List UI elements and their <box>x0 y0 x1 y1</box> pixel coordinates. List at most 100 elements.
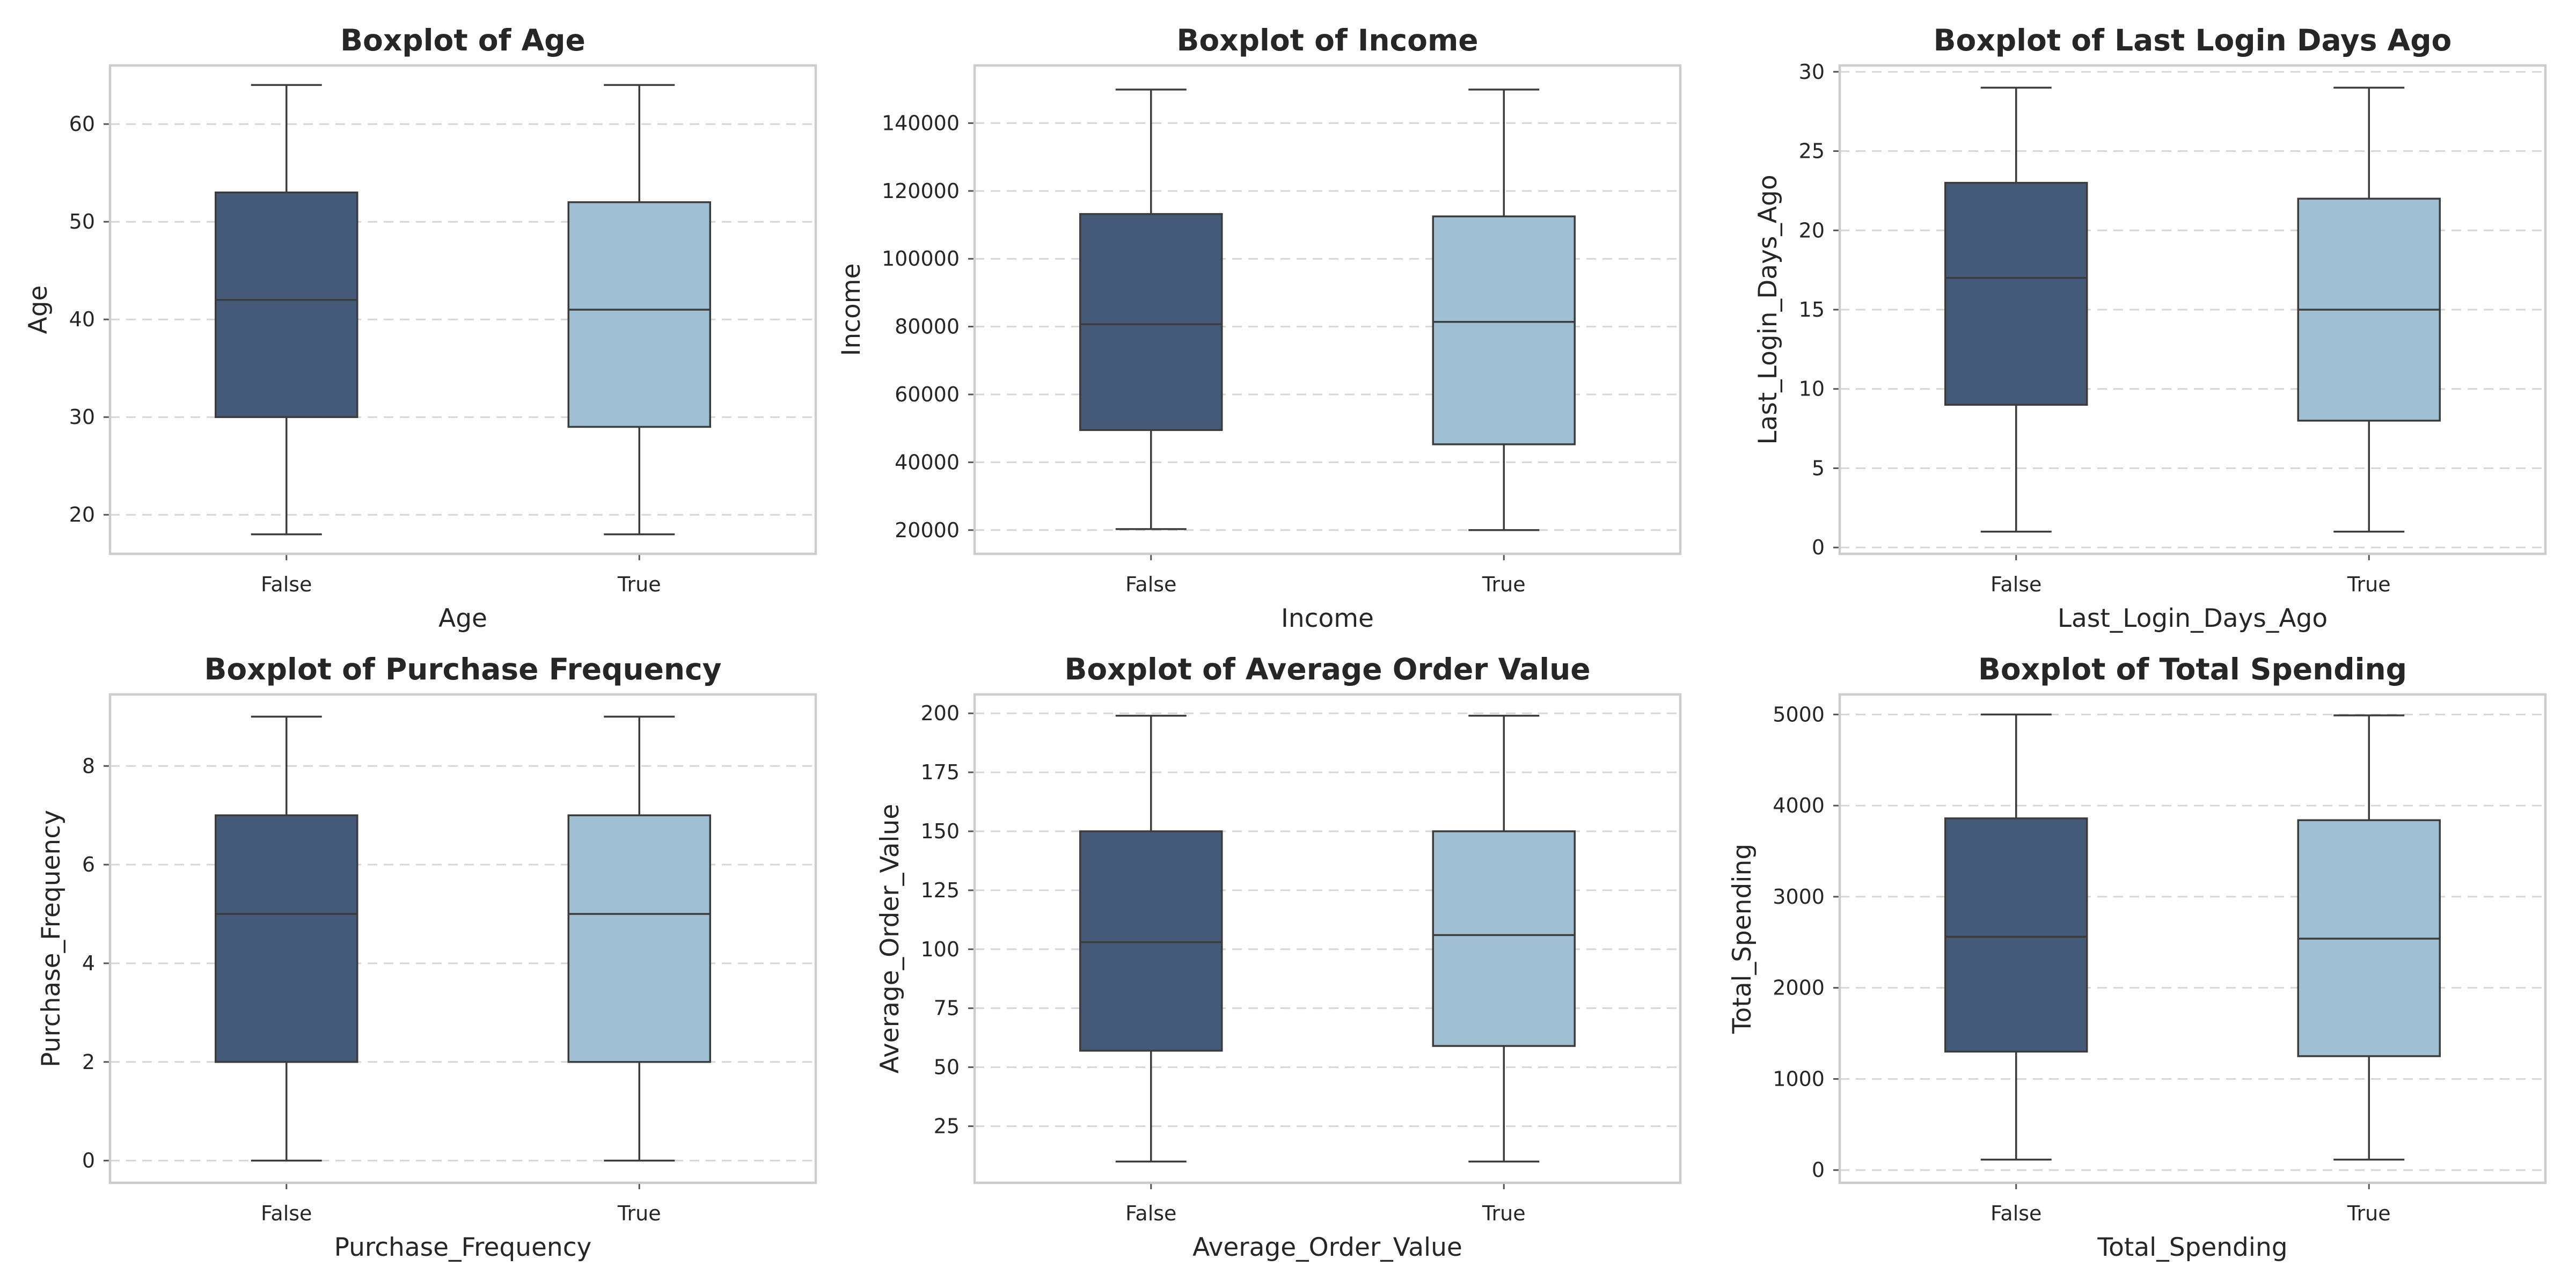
y-tick-label: 30 <box>1799 60 1825 84</box>
y-tick-label: 125 <box>920 879 960 902</box>
iqr-box <box>1944 181 2088 406</box>
x-tick-label: False <box>1990 1202 2041 1225</box>
chart-title: Boxplot of Average Order Value <box>1064 652 1590 686</box>
y-tick-label: 25 <box>1799 140 1825 163</box>
x-tick-label: True <box>1482 1202 1526 1225</box>
plot-frame <box>108 693 817 1184</box>
y-tick-label: 20000 <box>895 518 960 542</box>
y-tick-label: 50 <box>69 210 95 233</box>
box-true <box>567 715 711 1162</box>
chart-panel-6: 0 1000 2000 3000 4000 5000 False True Boxplot of… <box>1728 652 2547 1262</box>
y-tick-label: 40 <box>69 308 95 331</box>
iqr-box <box>1432 830 1576 1047</box>
x-axis-label: Average_Order_Value <box>1192 1233 1462 1262</box>
iqr-box <box>1079 213 1223 431</box>
y-axis-label: Purchase_Frequency <box>36 810 66 1067</box>
x-tick-label: False <box>261 1202 312 1225</box>
y-tick-label: 10 <box>1799 377 1825 401</box>
y-tick-label: 8 <box>82 754 95 778</box>
y-tick-label: 100 <box>920 938 960 961</box>
y-axis-label: Average_Order_Value <box>875 804 905 1074</box>
y-tick-label: 80000 <box>895 315 960 339</box>
box-false <box>1079 714 1223 1163</box>
x-axis-label: Purchase_Frequency <box>334 1233 592 1262</box>
y-tick-label: 50 <box>934 1056 960 1079</box>
box-false <box>215 84 358 536</box>
x-tick-label: True <box>2347 1202 2391 1225</box>
y-tick-label: 25 <box>934 1114 960 1138</box>
y-tick-label: 0 <box>82 1149 95 1173</box>
y-tick-label: 4 <box>82 952 95 975</box>
chart-title: Boxplot of Purchase Frequency <box>204 652 721 686</box>
plot-frame <box>108 64 817 555</box>
box-true <box>1432 89 1576 531</box>
y-tick-label: 60000 <box>895 383 960 406</box>
y-tick-label: 4000 <box>1773 794 1825 817</box>
box-false <box>1944 86 2088 533</box>
x-tick-label: False <box>261 573 312 596</box>
y-tick-label: 120000 <box>882 179 960 203</box>
y-tick-label: 20 <box>1799 218 1825 242</box>
iqr-box <box>1944 817 2088 1053</box>
y-tick-label: 140000 <box>882 111 960 135</box>
y-axis-label: Last_Login_Days_Ago <box>1753 174 1783 444</box>
y-tick-label: 5 <box>1812 456 1825 480</box>
iqr-box <box>1432 215 1576 445</box>
box-true <box>567 84 711 536</box>
y-tick-label: 60 <box>69 112 95 136</box>
chart-panel-2: 20000 40000 60000 80000 100000 120000 140000 Fa… <box>837 23 1682 633</box>
box-true <box>2297 714 2441 1161</box>
plot-frame <box>973 693 1682 1184</box>
y-tick-label: 15 <box>1799 298 1825 321</box>
box-false <box>215 715 358 1162</box>
x-axis-label: Age <box>438 604 487 633</box>
y-tick-label: 20 <box>69 503 95 526</box>
x-tick-label: False <box>1125 573 1176 596</box>
x-axis-label: Income <box>1281 604 1374 633</box>
y-tick-label: 1000 <box>1773 1067 1825 1091</box>
x-tick-label: True <box>617 573 661 596</box>
y-axis-label: Total_Spending <box>1728 844 1757 1034</box>
y-tick-label: 5000 <box>1773 702 1825 726</box>
chart-title: Boxplot of Total Spending <box>1978 652 2407 686</box>
y-tick-label: 0 <box>1812 1158 1825 1182</box>
y-tick-label: 6 <box>82 853 95 876</box>
y-tick-label: 2 <box>82 1050 95 1074</box>
x-axis-label: Total_Spending <box>2097 1233 2287 1262</box>
y-tick-label: 3000 <box>1773 885 1825 909</box>
iqr-box <box>567 814 711 1063</box>
y-tick-label: 100000 <box>882 247 960 270</box>
iqr-box <box>215 191 358 418</box>
x-tick-label: True <box>1482 573 1526 596</box>
chart-title: Boxplot of Last Login Days Ago <box>1934 23 2452 57</box>
y-axis-label: Age <box>24 286 53 334</box>
x-tick-label: False <box>1990 573 2041 596</box>
x-tick-label: True <box>2347 573 2391 596</box>
x-tick-label: False <box>1125 1202 1176 1225</box>
y-tick-label: 75 <box>934 997 960 1020</box>
box-true <box>1432 714 1576 1163</box>
box-false <box>1079 89 1223 530</box>
y-tick-label: 175 <box>920 760 960 784</box>
chart-panel-5: 25 50 75 100 125 150 175 200 False True Boxplot of… <box>875 652 1682 1262</box>
plot-frame <box>973 64 1682 555</box>
y-axis-label: Income <box>837 264 866 356</box>
iqr-box <box>215 814 358 1063</box>
iqr-box <box>567 201 711 428</box>
x-axis-label: Last_Login_Days_Ago <box>2058 604 2328 633</box>
chart-title: Boxplot of Age <box>340 23 586 57</box>
chart-panel-4: 0 2 4 6 8 False True Boxplot of Purchase Freque… <box>36 652 817 1262</box>
chart-title: Boxplot of Income <box>1176 23 1478 57</box>
plot-frame <box>1838 693 2547 1184</box>
chart-panel-1: 20 30 40 50 60 False True Boxplot of Age Age Age <box>24 23 817 633</box>
chart-panel-3: 0 5 10 15 20 25 30 False True Boxplot of Last Log… <box>1753 23 2547 633</box>
y-tick-label: 30 <box>69 405 95 429</box>
y-tick-label: 0 <box>1812 536 1825 559</box>
plot-frame <box>1838 64 2547 555</box>
x-tick-label: True <box>617 1202 661 1225</box>
box-false <box>1944 713 2088 1161</box>
y-tick-label: 200 <box>920 701 960 725</box>
y-tick-label: 150 <box>920 819 960 843</box>
iqr-box <box>1079 830 1223 1052</box>
